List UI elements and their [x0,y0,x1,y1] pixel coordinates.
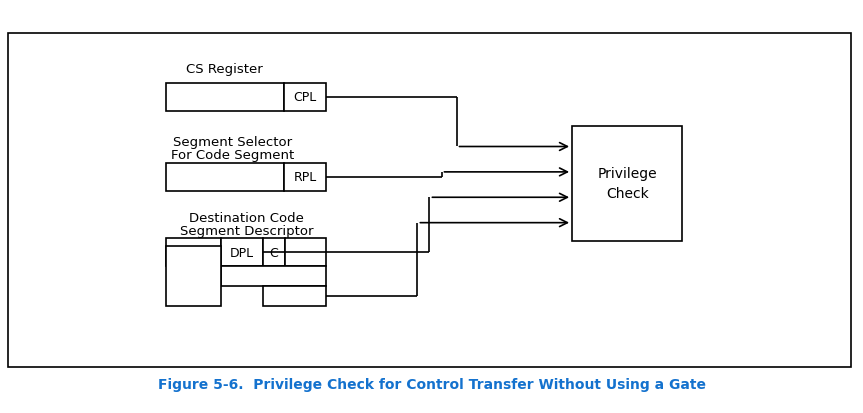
Bar [166,164,284,192]
Bar [166,239,221,266]
Text: Segment Selector: Segment Selector [173,136,293,149]
Text: C: C [269,246,279,259]
Text: Check: Check [606,187,649,201]
Bar [263,287,326,306]
Bar [284,83,326,112]
Bar [285,239,326,266]
Bar [221,239,263,266]
Bar [221,266,326,287]
Bar [572,126,683,242]
Bar [166,83,284,112]
Bar [8,34,851,367]
Text: Destination Code: Destination Code [189,211,305,224]
Text: DPL: DPL [230,246,254,259]
Text: Privilege: Privilege [597,167,657,181]
Bar [263,239,285,266]
Bar [284,164,326,192]
Text: CS Register: CS Register [186,63,263,76]
Bar [166,247,221,306]
Text: Figure 5-6.  Privilege Check for Control Transfer Without Using a Gate: Figure 5-6. Privilege Check for Control … [158,377,705,391]
Text: Segment Descriptor: Segment Descriptor [180,224,313,237]
Text: For Code Segment: For Code Segment [171,149,294,162]
Text: RPL: RPL [293,171,317,184]
Text: CPL: CPL [293,91,317,104]
